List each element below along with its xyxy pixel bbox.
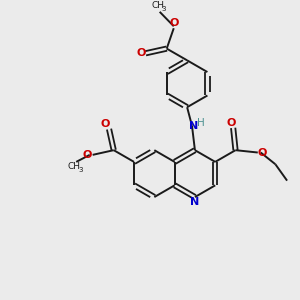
Text: 3: 3 — [162, 6, 166, 12]
Text: H: H — [197, 118, 205, 128]
Text: O: O — [136, 48, 146, 58]
Text: O: O — [100, 119, 110, 129]
Text: O: O — [169, 18, 178, 28]
Text: N: N — [189, 121, 199, 131]
Text: CH: CH — [151, 2, 164, 10]
Text: CH: CH — [68, 162, 81, 171]
Text: O: O — [258, 148, 267, 158]
Text: N: N — [190, 197, 200, 207]
Text: O: O — [82, 150, 92, 160]
Text: 3: 3 — [79, 167, 83, 173]
Text: O: O — [226, 118, 236, 128]
